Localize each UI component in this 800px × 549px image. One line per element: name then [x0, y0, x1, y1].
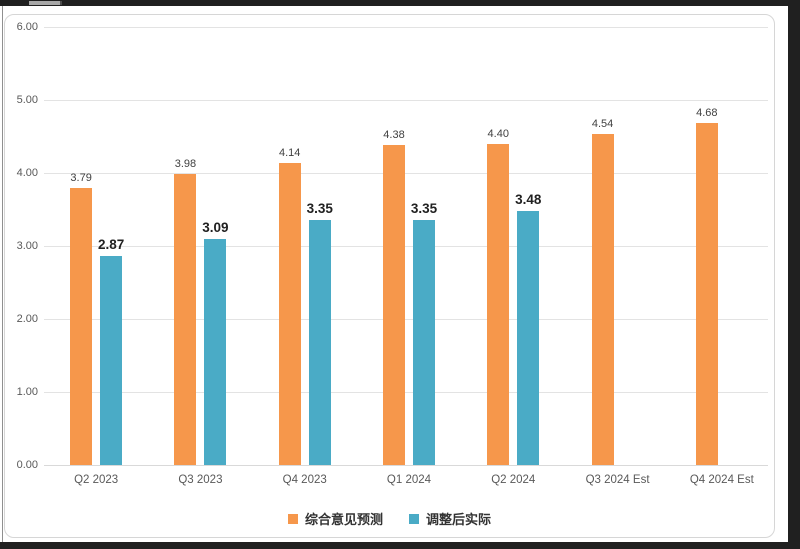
- bar-slot: 3.79: [70, 172, 93, 465]
- bar-forecast: [591, 133, 614, 465]
- value-label: 4.68: [696, 107, 718, 120]
- y-tick-label: 4.00: [16, 167, 38, 179]
- legend-swatch-icon: [409, 513, 419, 524]
- legend: 综合意见预测 调整后实际: [5, 509, 774, 528]
- bar-forecast: [487, 143, 510, 465]
- bar-slot: 4.40: [487, 128, 510, 465]
- gridline: [44, 465, 768, 466]
- x-tick-label: Q2 2023: [74, 474, 119, 486]
- bar-slot: 3.48: [515, 192, 541, 465]
- bar-slot: 3.35: [307, 201, 333, 465]
- legend-label: 综合意见预测: [304, 512, 383, 527]
- bar-actual: [412, 220, 435, 465]
- legend-swatch-icon: [287, 513, 298, 524]
- gridlines: [44, 27, 768, 466]
- bar-slot: 4.68: [695, 107, 718, 465]
- category-group: 3.79 2.87: [44, 27, 148, 465]
- category-group: 4.14 3.35: [253, 27, 357, 465]
- bar-forecast: [70, 188, 93, 465]
- gridline: [44, 246, 768, 247]
- y-tick-label: 1.00: [16, 386, 38, 398]
- y-axis: 6.00 5.00 4.00 3.00 2.00 1.00 0.00: [5, 21, 40, 471]
- category-group: 3.98 3.09: [148, 27, 252, 465]
- window-edge-top: [0, 0, 800, 6]
- x-tick-label: Q3 2024 Est: [585, 474, 650, 486]
- y-tick-label: 6.00: [16, 21, 38, 33]
- gridline: [44, 173, 768, 174]
- category-group: 4.68: [670, 27, 774, 465]
- bar-slot: 4.54: [591, 118, 614, 465]
- category-group: 4.38 3.35: [357, 27, 461, 465]
- bar-slot: 3.98: [174, 158, 197, 465]
- x-tick-label: Q4 2024 Est: [689, 474, 754, 486]
- value-label: 4.14: [278, 146, 301, 159]
- x-tick-label: Q4 2023: [282, 474, 327, 486]
- bar-slot: 4.14: [278, 147, 301, 465]
- bar-forecast: [278, 162, 301, 465]
- category-group: 4.54: [565, 27, 669, 465]
- value-label: 3.35: [306, 201, 333, 217]
- value-label: 2.87: [98, 236, 125, 252]
- value-label: 4.38: [383, 129, 405, 142]
- y-tick-label: 3.00: [16, 240, 38, 252]
- x-tick-label: Q1 2024: [386, 474, 432, 486]
- bar-forecast: [382, 145, 405, 465]
- window-edge-right: [788, 0, 800, 549]
- legend-item-forecast: 综合意见预测: [287, 509, 383, 528]
- bar-actual: [204, 239, 227, 465]
- plot-area: 3.79 2.87 3.98 3.09 4.14 3.35 4.38 3.35 4.40 3.48…: [44, 27, 774, 465]
- gridline: [44, 392, 768, 393]
- legend-item-actual: 调整后实际: [409, 509, 491, 528]
- bar-actual: [100, 255, 123, 465]
- value-label: 3.09: [202, 220, 229, 236]
- window-edge-left: [2, 6, 3, 542]
- category-group: 4.40 3.48: [461, 27, 565, 465]
- bar-slot: 3.35: [411, 201, 437, 465]
- value-label: 4.54: [591, 117, 614, 130]
- bar-slot: 4.38: [382, 129, 405, 465]
- bar-forecast: [695, 123, 718, 465]
- value-label: 3.98: [174, 158, 197, 171]
- x-axis: Q2 2023 Q3 2023 Q4 2023 Q1 2024 Q2 2024 Q3 20…: [44, 474, 774, 486]
- legend-label: 调整后实际: [426, 512, 492, 527]
- value-label: 3.79: [70, 172, 92, 185]
- bar-slot: 3.09: [202, 220, 229, 465]
- window-edge-bottom: [0, 542, 800, 549]
- bar-actual: [308, 220, 331, 465]
- x-tick-label: Q3 2023: [178, 474, 223, 486]
- value-label: 4.40: [487, 127, 509, 140]
- gridline: [44, 319, 768, 320]
- y-tick-label: 0.00: [16, 459, 38, 471]
- bar-slot: 2.87: [98, 237, 124, 465]
- y-tick-label: 5.00: [16, 94, 38, 106]
- y-tick-label: 2.00: [16, 313, 38, 325]
- bar-forecast: [174, 174, 197, 465]
- chart-panel: 6.00 5.00 4.00 3.00 2.00 1.00 0.00 3.79 2.87 3.9…: [4, 14, 775, 538]
- x-tick-label: Q2 2024: [491, 474, 536, 486]
- value-label: 3.35: [410, 201, 438, 217]
- scrollbar-thumb[interactable]: [29, 1, 62, 5]
- gridline: [44, 100, 768, 101]
- bar-actual: [517, 210, 540, 465]
- value-label: 3.48: [515, 191, 542, 207]
- gridline: [44, 27, 768, 28]
